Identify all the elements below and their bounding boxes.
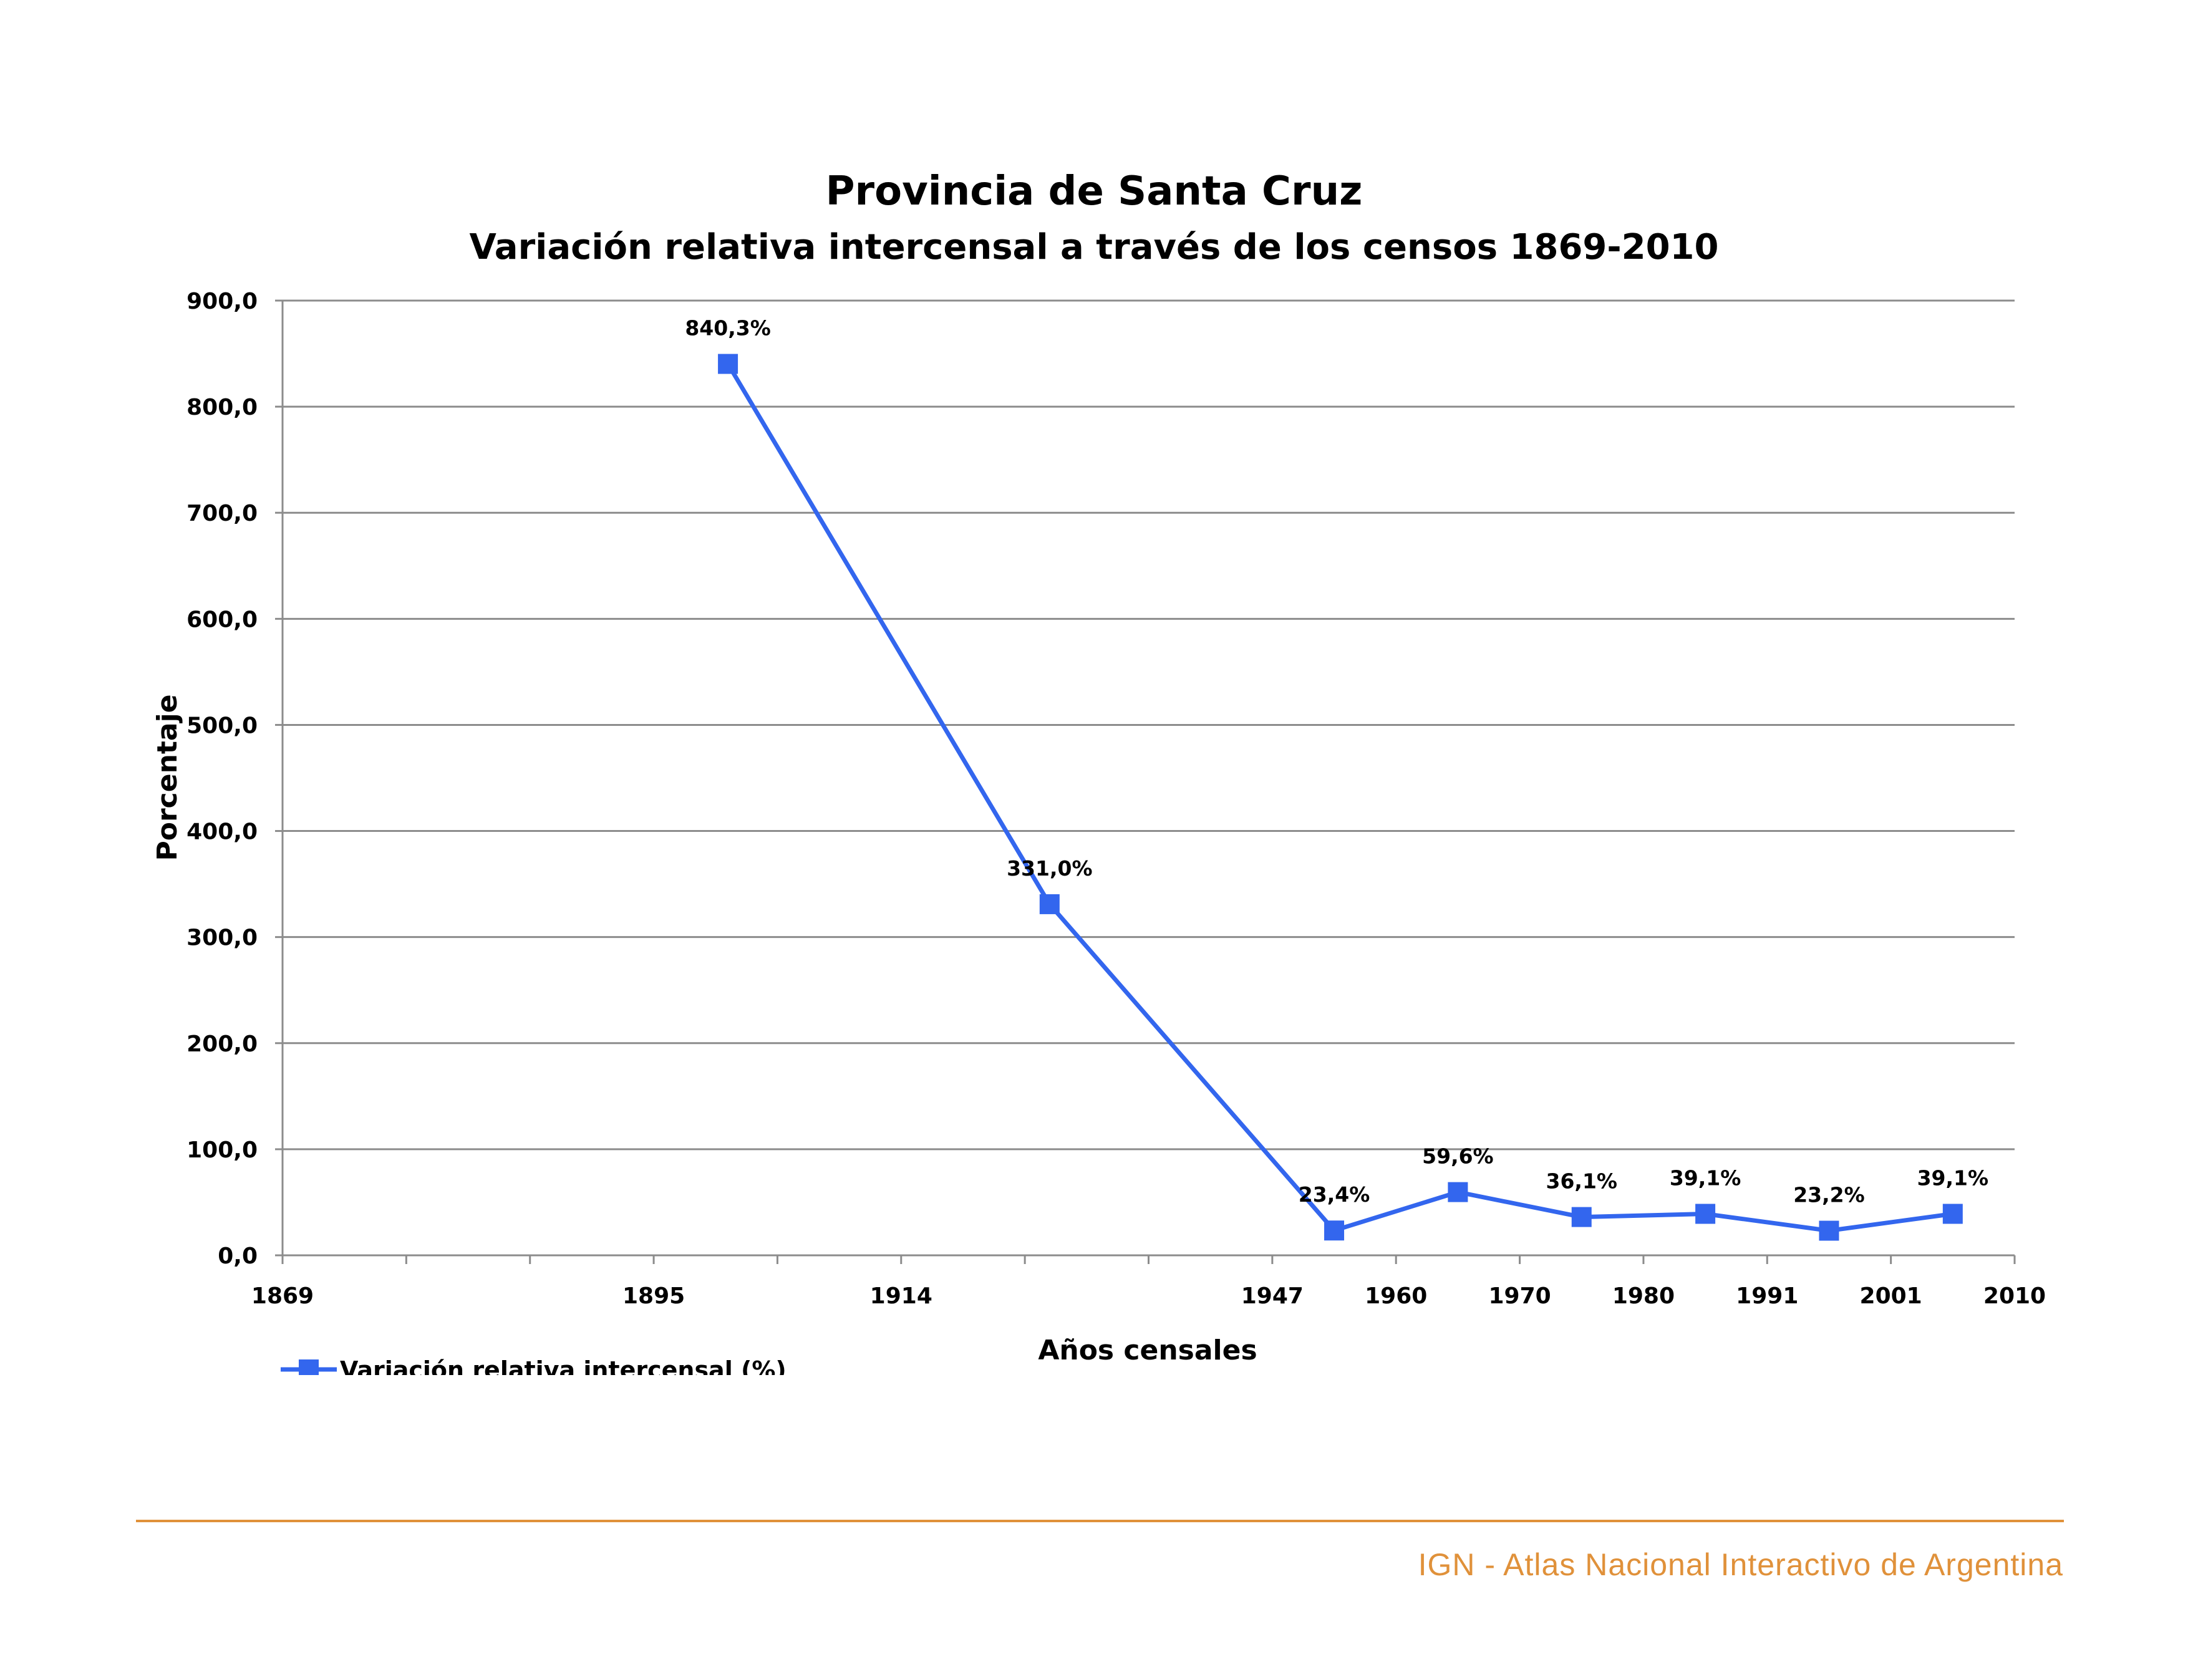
data-point — [718, 354, 738, 374]
data-labels: 840,3% 331,0% 23,4% 59,6% 36,1% 39,1% 23,2% 39,… — [685, 316, 1988, 1207]
data-point — [1695, 1204, 1716, 1224]
data-point — [1942, 1204, 1963, 1224]
x-tick-label: 1895 — [622, 1283, 685, 1309]
series-line — [726, 362, 1953, 1233]
chart-title: Provincia de Santa Cruz — [826, 168, 1363, 215]
legend-clip-cover — [249, 1375, 811, 1400]
x-tick-label: 1869 — [251, 1283, 314, 1309]
data-label: 23,2% — [1793, 1183, 1865, 1207]
x-tick-label: 1960 — [1365, 1283, 1427, 1309]
y-axis-title: Porcentaje — [152, 694, 183, 861]
series-variacion — [718, 354, 1963, 1241]
footer-credit: IGN - Atlas Nacional Interactivo de Arge… — [1418, 1547, 2063, 1582]
data-label: 23,4% — [1299, 1182, 1370, 1207]
x-tick-label: 2010 — [1983, 1283, 2046, 1309]
y-tick-label: 300,0 — [186, 925, 258, 951]
data-point — [1324, 1220, 1345, 1241]
data-label: 840,3% — [685, 316, 770, 340]
y-tick-label: 0,0 — [218, 1243, 258, 1269]
x-tick-label: 2001 — [1860, 1283, 1922, 1309]
x-tick-label: 1980 — [1612, 1283, 1675, 1309]
x-tick-label: 1991 — [1736, 1283, 1798, 1309]
y-tick-label: 400,0 — [186, 819, 258, 845]
x-tick-label: 1970 — [1488, 1283, 1551, 1309]
data-point — [1571, 1207, 1592, 1227]
data-label: 39,1% — [1917, 1166, 1989, 1190]
y-tick-label: 800,0 — [186, 395, 258, 420]
data-point — [1039, 894, 1060, 914]
y-tick-label: 700,0 — [186, 501, 258, 526]
chart-subtitle: Variación relativa intercensal a través … — [470, 227, 1719, 268]
y-tick-label: 100,0 — [186, 1137, 258, 1163]
data-label: 36,1% — [1546, 1169, 1618, 1194]
y-tick-label: 500,0 — [186, 713, 258, 738]
x-tick-label: 1947 — [1241, 1283, 1304, 1309]
x-axis-title: Años censales — [1038, 1335, 1257, 1366]
y-tick-label: 200,0 — [186, 1031, 258, 1057]
y-tick-label: 600,0 — [186, 607, 258, 632]
data-point — [1819, 1220, 1839, 1241]
data-point — [1448, 1182, 1468, 1202]
data-label: 331,0% — [1007, 856, 1092, 881]
x-axis — [281, 301, 2015, 1257]
footer-divider — [136, 1520, 2064, 1522]
data-label: 59,6% — [1422, 1144, 1494, 1169]
x-axis-ticks: 1869 1895 1914 1947 1960 1970 1980 1991 2001 2010 — [251, 1255, 2046, 1309]
y-tick-label: 900,0 — [186, 289, 258, 314]
y-axis-ticks: 0,0 100,0 200,0 300,0 400,0 500,0 600,0 700,0 80… — [186, 289, 283, 1269]
data-label: 39,1% — [1670, 1166, 1741, 1190]
x-tick-label: 1914 — [870, 1283, 932, 1309]
gridlines — [283, 299, 2015, 1151]
